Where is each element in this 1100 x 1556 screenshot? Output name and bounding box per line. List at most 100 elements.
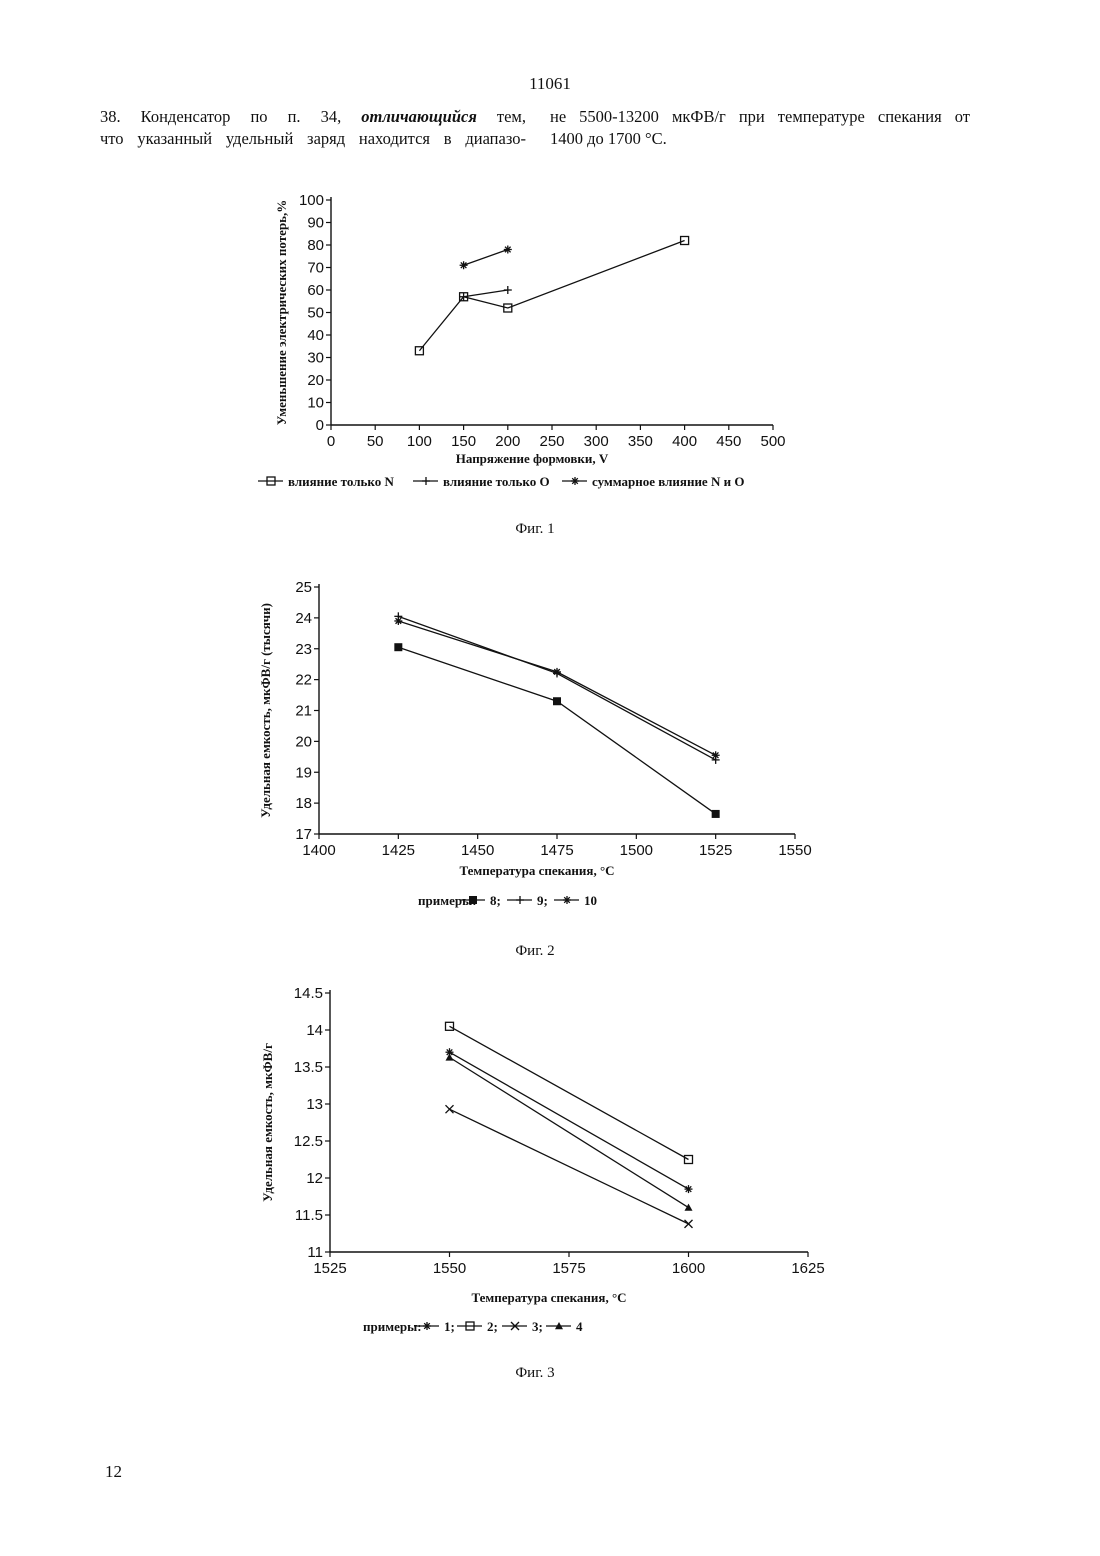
x-tick-label: 350 — [628, 433, 653, 450]
series-line — [398, 616, 715, 760]
x-tick-label: 250 — [539, 433, 564, 450]
series-3 — [460, 246, 512, 270]
figure-caption: Фиг. 1 — [515, 521, 554, 537]
y-tick-label: 50 — [307, 305, 324, 322]
y-tick-label: 30 — [307, 350, 324, 367]
x-tick-label: 1550 — [433, 1260, 466, 1277]
y-tick-label: 11.5 — [295, 1207, 323, 1224]
x-tick-label: 200 — [495, 433, 520, 450]
x-tick-label: 1575 — [552, 1260, 585, 1277]
figure-1: 0 10 20 30 40 50 60 70 80 90 100 0 50 100 150 200 250 300… — [258, 192, 786, 537]
y-tick-label: 18 — [295, 795, 312, 812]
y-tick-label: 10 — [307, 395, 324, 412]
data-point — [504, 246, 512, 254]
data-point — [394, 643, 402, 651]
legend-marker — [469, 896, 477, 904]
y-tick-label: 100 — [299, 192, 324, 209]
y-tick-label: 19 — [295, 764, 312, 781]
legend-entry: 2; — [487, 1319, 498, 1334]
y-tick-label: 13 — [306, 1096, 323, 1113]
y-tick-label: 14.5 — [294, 985, 323, 1002]
y-tick-label: 13.5 — [294, 1059, 323, 1076]
figure-caption: Фиг. 2 — [515, 943, 554, 959]
x-axis-label: Температура спекания, °С — [459, 863, 614, 878]
y-tick-label: 70 — [307, 260, 324, 277]
y-tick-label: 21 — [295, 703, 312, 720]
x-tick-label: 100 — [407, 433, 432, 450]
x-tick-label: 50 — [367, 433, 384, 450]
data-point — [394, 617, 402, 625]
data-point — [460, 261, 468, 269]
x-axis-label: Напряжение формовки, V — [456, 451, 609, 466]
x-tick-label: 500 — [760, 433, 785, 450]
y-tick-label: 60 — [307, 282, 324, 299]
series-1 — [415, 237, 688, 355]
legend-marker — [563, 896, 571, 904]
series-line — [450, 1052, 689, 1189]
legend-marker — [423, 1322, 431, 1330]
legend-marker — [516, 896, 524, 904]
y-axis-label: Удельная емкость, мкФВ/г — [260, 1043, 275, 1202]
x-tick-label: 1400 — [302, 842, 335, 859]
figure-caption: Фиг. 3 — [515, 1365, 554, 1381]
x-tick-label: 150 — [451, 433, 476, 450]
legend-entry: влияние только N — [288, 474, 394, 489]
x-tick-label: 1475 — [540, 842, 573, 859]
y-tick-label: 20 — [295, 733, 312, 750]
legend: примеры: 1; 2; 3; 4 — [363, 1319, 583, 1334]
legend-entry: суммарное влияние N и O — [592, 474, 744, 489]
legend: влияние только N влияние только O суммарно… — [258, 474, 744, 489]
x-tick-label: 1550 — [778, 842, 811, 859]
x-tick-label: 1625 — [791, 1260, 824, 1277]
data-point — [712, 810, 720, 818]
legend-entry: влияние только O — [443, 474, 550, 489]
x-tick-label: 0 — [327, 433, 335, 450]
data-point — [446, 1105, 454, 1113]
series-4 — [446, 1053, 693, 1210]
y-tick-label: 24 — [295, 610, 312, 627]
legend-prefix: примеры: — [363, 1319, 422, 1334]
figures-canvas: 0 10 20 30 40 50 60 70 80 90 100 0 50 100 150 200 250 300… — [0, 0, 1100, 1556]
x-tick-label: 1500 — [620, 842, 653, 859]
y-tick-label: 17 — [295, 826, 312, 843]
legend-entry: 3; — [532, 1319, 543, 1334]
series-line — [450, 1057, 689, 1207]
figure-2: 1718192021222324251400142514501475150015… — [258, 579, 812, 959]
y-tick-label: 22 — [295, 672, 312, 689]
data-point — [553, 668, 561, 676]
series-2 — [446, 1022, 693, 1163]
series-line — [398, 621, 715, 755]
series-line — [450, 1109, 689, 1224]
x-tick-label: 1525 — [313, 1260, 346, 1277]
legend-entry: 10 — [584, 893, 597, 908]
x-tick-label: 400 — [672, 433, 697, 450]
data-point — [553, 697, 561, 705]
data-point — [685, 1185, 693, 1193]
data-point — [712, 751, 720, 759]
legend-entry: 1; — [444, 1319, 455, 1334]
series-3 — [446, 1105, 693, 1228]
data-point — [685, 1220, 693, 1228]
data-point — [504, 286, 512, 294]
x-tick-label: 300 — [584, 433, 609, 450]
y-tick-label: 14 — [306, 1022, 323, 1039]
y-tick-label: 0 — [316, 417, 324, 434]
page-number-bottom: 12 — [105, 1462, 122, 1482]
y-tick-label: 12.5 — [294, 1133, 323, 1150]
y-tick-label: 40 — [307, 327, 324, 344]
x-tick-label: 450 — [716, 433, 741, 450]
legend-entry: 4 — [576, 1319, 583, 1334]
y-tick-label: 20 — [307, 372, 324, 389]
x-tick-label: 1525 — [699, 842, 732, 859]
series-line — [464, 290, 508, 297]
legend-entry: 8; — [490, 893, 501, 908]
series-1 — [446, 1048, 693, 1193]
y-tick-label: 80 — [307, 237, 324, 254]
y-tick-label: 12 — [306, 1170, 323, 1187]
x-tick-label: 1600 — [672, 1260, 705, 1277]
x-axis-label: Температура спекания, °С — [471, 1290, 626, 1305]
series-3 — [394, 617, 719, 759]
figure-3: 11 11.5 12 12.5 13 13.5 14 14.5 1525 1550 1575 1600… — [260, 985, 825, 1381]
y-tick-label: 90 — [307, 215, 324, 232]
y-tick-label: 11 — [307, 1244, 323, 1261]
